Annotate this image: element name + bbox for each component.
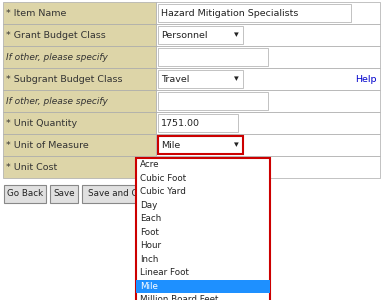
Bar: [158, 48, 268, 66]
Bar: [3, 156, 156, 178]
Text: Travel: Travel: [161, 74, 189, 83]
Text: Mile: Mile: [161, 140, 180, 149]
Text: * Item Name: * Item Name: [6, 8, 66, 17]
Text: * Grant Budget Class: * Grant Budget Class: [6, 31, 106, 40]
Text: * Unit Cost: * Unit Cost: [6, 163, 57, 172]
Bar: [156, 90, 380, 112]
Bar: [156, 68, 380, 90]
Bar: [3, 134, 156, 156]
Text: Cubic Yard: Cubic Yard: [140, 187, 186, 196]
Text: ▾: ▾: [234, 140, 239, 149]
Bar: [50, 185, 78, 203]
Bar: [158, 136, 243, 154]
Bar: [158, 92, 268, 110]
Text: Go Back: Go Back: [7, 190, 43, 199]
Bar: [158, 70, 243, 88]
Text: Day: Day: [140, 201, 157, 210]
Bar: [156, 134, 380, 156]
Text: * Unit of Measure: * Unit of Measure: [6, 140, 89, 149]
Text: ▾: ▾: [234, 74, 239, 83]
Bar: [3, 24, 156, 46]
Text: Acre: Acre: [140, 160, 160, 169]
Bar: [156, 112, 380, 134]
Bar: [3, 2, 156, 24]
Text: ▾: ▾: [234, 31, 239, 40]
Text: Hour: Hour: [140, 241, 161, 250]
Text: Personnel: Personnel: [161, 31, 207, 40]
Text: Hazard Mitigation Specialists: Hazard Mitigation Specialists: [161, 8, 298, 17]
Text: Each: Each: [140, 214, 161, 223]
Bar: [158, 4, 351, 22]
Text: Cubic Foot: Cubic Foot: [140, 174, 186, 183]
Text: Linear Foot: Linear Foot: [140, 268, 189, 277]
Bar: [156, 156, 380, 178]
Bar: [3, 68, 156, 90]
Bar: [136, 280, 270, 293]
Bar: [4, 185, 46, 203]
Bar: [3, 90, 156, 112]
Bar: [158, 158, 238, 176]
Text: 1751.00: 1751.00: [161, 118, 200, 127]
Text: Save: Save: [53, 190, 75, 199]
Bar: [136, 158, 270, 300]
Bar: [82, 185, 177, 203]
Bar: [158, 114, 238, 132]
Text: * Unit Quantity: * Unit Quantity: [6, 118, 77, 127]
Text: Save and Continue: Save and Continue: [88, 190, 171, 199]
Bar: [156, 2, 380, 24]
Text: If other, please specify: If other, please specify: [6, 52, 108, 62]
Text: Inch: Inch: [140, 255, 159, 264]
Text: Help: Help: [356, 74, 377, 83]
Bar: [158, 26, 243, 44]
Bar: [3, 46, 156, 68]
Text: Million Board Feet: Million Board Feet: [140, 295, 219, 300]
Text: Foot: Foot: [140, 228, 159, 237]
Bar: [3, 112, 156, 134]
Text: If other, please specify: If other, please specify: [6, 97, 108, 106]
Bar: [156, 46, 380, 68]
Bar: [156, 24, 380, 46]
Text: * Subgrant Budget Class: * Subgrant Budget Class: [6, 74, 123, 83]
Text: Mile: Mile: [140, 282, 158, 291]
